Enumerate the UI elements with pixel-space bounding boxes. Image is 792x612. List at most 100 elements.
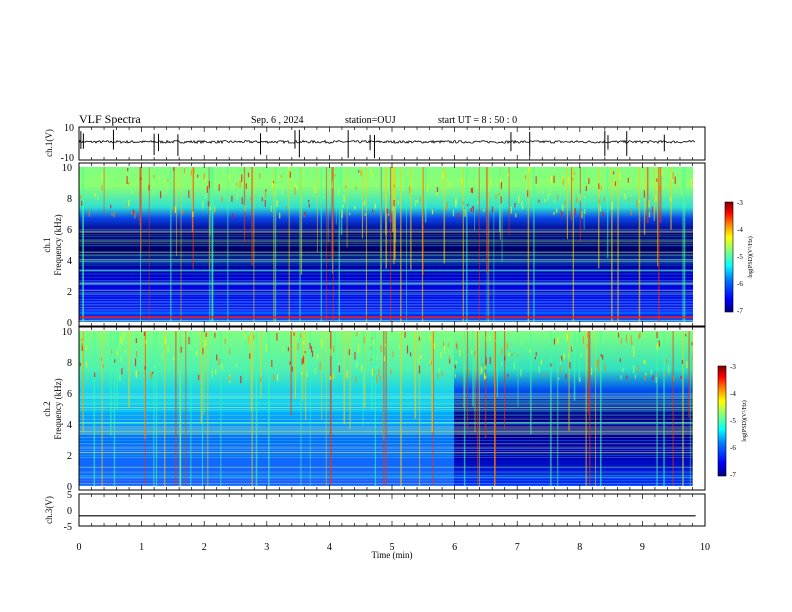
- hf-speckle: [270, 205, 272, 212]
- hf-speckle: [294, 187, 296, 195]
- hf-speckle: [203, 173, 205, 180]
- hf-speckle: [535, 176, 537, 184]
- no-data-region: [696, 331, 705, 486]
- hf-speckle: [639, 331, 641, 339]
- hf-speckle: [273, 374, 275, 381]
- hf-speckle: [81, 343, 83, 351]
- hf-speckle: [587, 169, 589, 173]
- hf-speckle: [310, 346, 313, 353]
- hf-speckle: [370, 347, 372, 350]
- hf-speckle: [159, 191, 162, 199]
- hf-speckle: [637, 365, 639, 373]
- hf-speckle: [260, 377, 262, 383]
- hf-speckle: [195, 351, 198, 356]
- hf-speckle: [518, 196, 520, 203]
- hf-speckle: [491, 206, 494, 213]
- hf-speckle: [134, 212, 136, 219]
- hf-speckle: [562, 177, 564, 186]
- hf-speckle: [418, 365, 421, 374]
- hf-speckle: [416, 200, 418, 204]
- xtick-3: 3: [264, 542, 269, 553]
- hf-speckle: [209, 206, 211, 211]
- hf-speckle: [483, 209, 485, 212]
- hf-speckle: [88, 210, 90, 217]
- no-data-region: [696, 167, 705, 322]
- hf-speckle: [218, 184, 220, 191]
- hf-speckle: [125, 203, 127, 208]
- hf-speckle: [655, 194, 657, 202]
- hf-speckle: [470, 207, 472, 212]
- hf-speckle: [622, 368, 624, 373]
- hf-speckle: [293, 332, 295, 336]
- hf-speckle: [651, 206, 654, 214]
- hf-speckle: [553, 175, 555, 183]
- ch2-ytick-10: 10: [62, 327, 72, 338]
- hf-speckle: [650, 369, 652, 375]
- hf-speckle: [163, 191, 165, 195]
- hf-speckle: [550, 175, 553, 184]
- hf-speckle: [571, 346, 573, 352]
- hf-speckle: [504, 356, 506, 361]
- hf-speckle: [334, 173, 336, 177]
- hf-speckle: [135, 370, 137, 378]
- xtick-4: 4: [327, 542, 332, 553]
- hf-speckle: [216, 354, 218, 361]
- ch1-ytick-2: 2: [67, 287, 72, 298]
- hf-speckle: [363, 336, 365, 344]
- hf-speckle: [449, 359, 451, 364]
- hf-speckle: [447, 343, 449, 347]
- hf-speckle: [280, 175, 283, 178]
- hf-speckle: [214, 206, 216, 212]
- ch3-ytick-5: 5: [67, 490, 72, 501]
- hf-speckle: [661, 168, 663, 176]
- hf-speckle: [480, 185, 482, 190]
- hf-speckle: [272, 180, 275, 184]
- hf-speckle: [111, 212, 113, 216]
- hf-speckle: [218, 358, 220, 366]
- hf-speckle: [164, 337, 167, 345]
- hf-speckle: [464, 209, 466, 217]
- hf-speckle: [345, 185, 347, 189]
- ch2-ytick-8: 8: [67, 358, 72, 369]
- hf-speckle: [567, 353, 569, 359]
- hf-speckle: [161, 352, 163, 360]
- hf-speckle: [224, 338, 226, 344]
- hf-speckle: [309, 342, 311, 349]
- ch1-ytick-8: 8: [67, 194, 72, 205]
- hf-speckle: [152, 371, 154, 374]
- hf-speckle: [626, 375, 628, 380]
- hf-speckle: [454, 374, 457, 378]
- hf-speckle: [573, 172, 576, 175]
- hf-speckle: [182, 210, 184, 215]
- hf-speckle: [442, 341, 445, 347]
- hf-speckle: [120, 356, 122, 363]
- ch2-colorbar: [717, 365, 727, 477]
- hf-speckle: [557, 339, 559, 345]
- hf-speckle: [455, 360, 457, 363]
- hf-speckle: [279, 212, 281, 219]
- hf-speckle: [670, 196, 672, 202]
- ch2-colorbar-label: log(PSD)(V²/Hz): [741, 400, 748, 441]
- hf-speckle: [370, 358, 372, 362]
- hf-speckle: [587, 332, 589, 339]
- hf-speckle: [383, 356, 385, 362]
- hf-speckle: [680, 375, 682, 380]
- ch2-ytick-2: 2: [67, 451, 72, 462]
- hf-speckle: [673, 375, 675, 382]
- hf-speckle: [369, 169, 372, 174]
- hf-speckle: [82, 341, 84, 346]
- hf-speckle: [430, 360, 433, 365]
- hf-speckle: [384, 343, 387, 347]
- hf-speckle: [418, 336, 421, 341]
- hf-speckle: [569, 362, 571, 369]
- hf-speckle: [448, 337, 451, 341]
- hf-speckle: [452, 209, 455, 217]
- hf-speckle: [299, 333, 302, 338]
- hf-speckle: [589, 175, 591, 181]
- xtick-8: 8: [577, 542, 582, 553]
- xtick-5: 5: [390, 542, 395, 553]
- hf-speckle: [85, 361, 88, 368]
- hf-speckle: [205, 195, 207, 199]
- ch3-ytick-0: 0: [67, 506, 72, 517]
- hf-speckle: [604, 363, 606, 371]
